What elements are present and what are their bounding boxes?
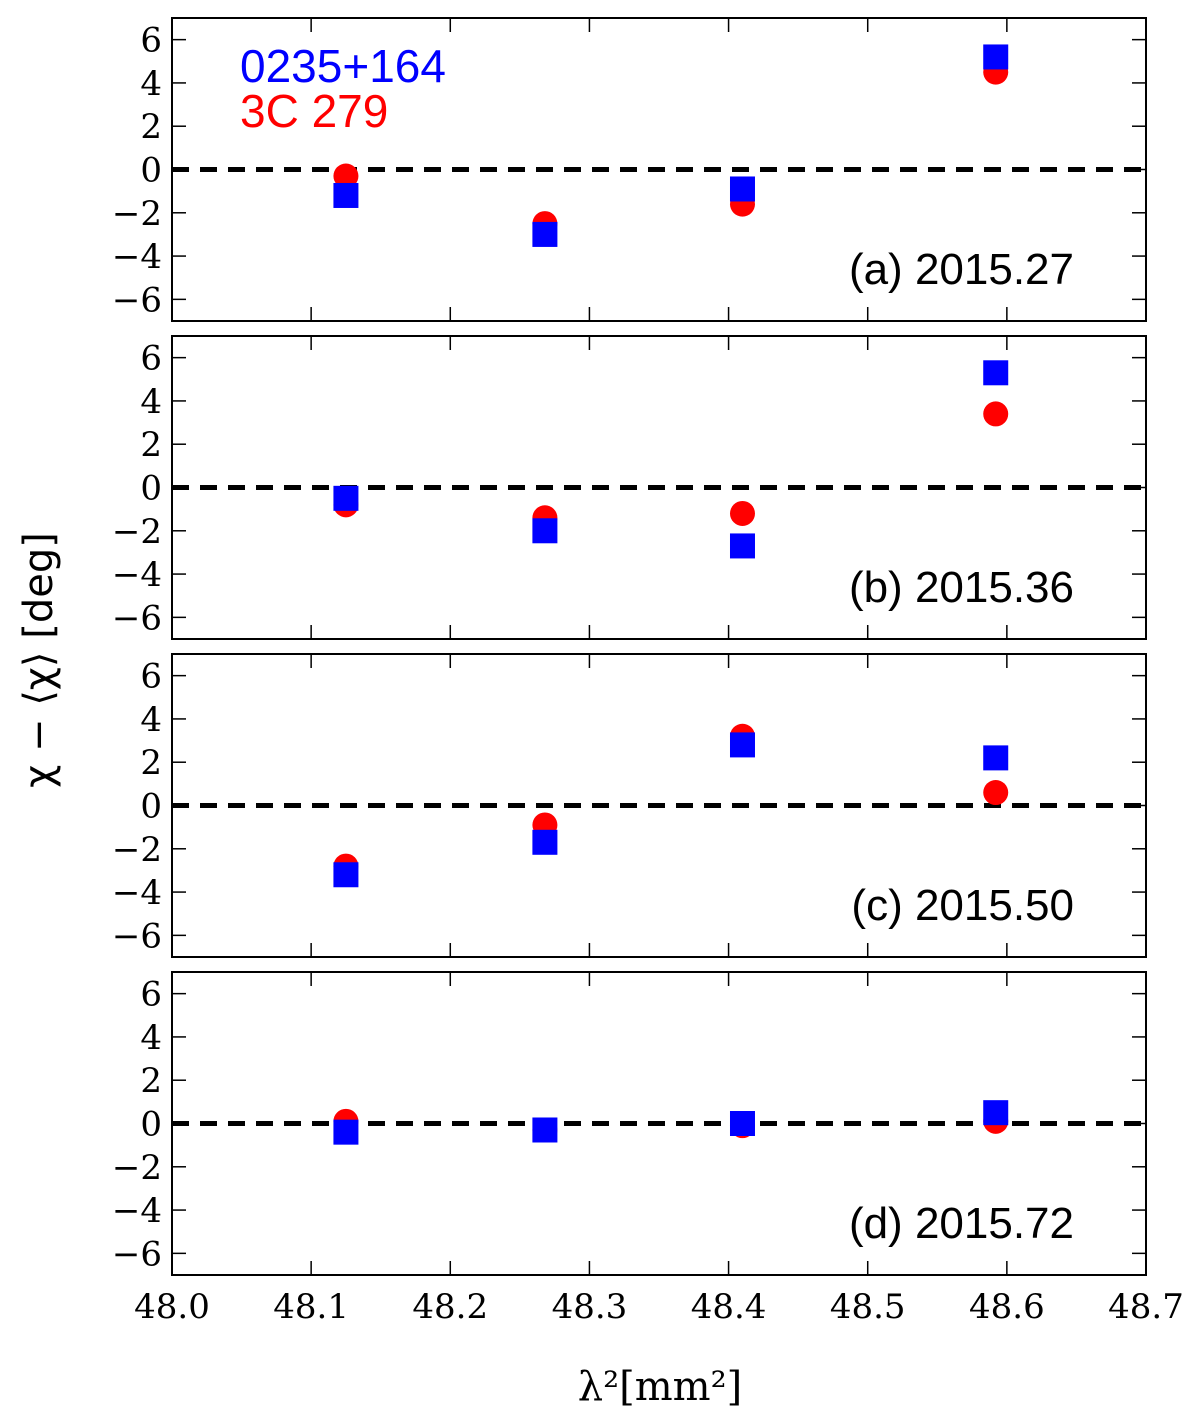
point-0235-164 <box>983 360 1009 386</box>
point-0235-164 <box>333 485 359 511</box>
y-tick-label: 6 <box>140 339 162 379</box>
y-axis-label: χ − ⟨χ⟩ [deg] <box>16 532 62 788</box>
point-0235-164 <box>983 745 1009 771</box>
point-0235-164 <box>333 862 359 888</box>
y-tick-label: 4 <box>140 382 162 422</box>
y-tick-label: 2 <box>140 107 162 147</box>
point-0235-164 <box>729 176 755 202</box>
y-tick-label: 0 <box>140 787 162 827</box>
point-0235-164 <box>333 182 359 208</box>
x-tick-label: 48.0 <box>134 1287 210 1327</box>
legend: 0235+164 3C 279 <box>240 40 446 137</box>
y-tick-label: 2 <box>140 743 162 783</box>
point-0235-164 <box>532 1117 558 1143</box>
y-tick-label: 4 <box>140 700 162 740</box>
y-tick-label: −6 <box>112 280 162 320</box>
y-tick-label: 2 <box>140 425 162 465</box>
y-tick-label: 6 <box>140 21 162 61</box>
y-tick-label: −4 <box>112 555 162 595</box>
point-3c-279 <box>983 401 1009 427</box>
x-tick-label: 48.7 <box>1108 1287 1184 1327</box>
x-tick-label: 48.1 <box>273 1287 349 1327</box>
point-0235-164 <box>729 1111 755 1136</box>
point-3c-279 <box>729 500 755 526</box>
y-tick-label: 4 <box>140 1018 162 1058</box>
legend-entry-3c-279: 3C 279 <box>240 85 388 137</box>
x-tick-label: 48.4 <box>691 1287 767 1327</box>
point-0235-164 <box>333 1119 359 1145</box>
point-3c-279 <box>983 780 1009 806</box>
point-0235-164 <box>729 732 755 758</box>
y-tick-label: −6 <box>112 598 162 638</box>
y-tick-label: −2 <box>112 194 162 234</box>
panel-label: (c) 2015.50 <box>851 881 1074 930</box>
point-0235-164 <box>532 829 558 855</box>
y-tick-label: −6 <box>112 1234 162 1274</box>
y-tick-label: −2 <box>112 1148 162 1188</box>
panel-label: (d) 2015.72 <box>849 1199 1074 1248</box>
point-0235-164 <box>532 518 558 544</box>
y-tick-label: −4 <box>112 873 162 913</box>
x-tick-label: 48.5 <box>830 1287 906 1327</box>
point-0235-164 <box>983 1100 1009 1126</box>
y-tick-label: 0 <box>140 151 162 191</box>
point-3c-279 <box>333 163 359 189</box>
point-0235-164 <box>729 533 755 559</box>
point-0235-164 <box>983 44 1009 70</box>
panel-label: (a) 2015.27 <box>849 245 1074 294</box>
legend-entry-0235-164: 0235+164 <box>240 40 446 92</box>
y-tick-label: −6 <box>112 916 162 956</box>
y-tick-label: 4 <box>140 64 162 104</box>
y-tick-label: −2 <box>112 830 162 870</box>
y-tick-label: 0 <box>140 1105 162 1145</box>
y-tick-label: −2 <box>112 512 162 552</box>
x-tick-labels: 48.0 48.1 48.2 48.3 48.4 48.5 48.6 48.7 <box>134 1287 1184 1327</box>
y-tick-label: 6 <box>140 975 162 1015</box>
x-tick-label: 48.3 <box>552 1287 628 1327</box>
y-tick-label: −4 <box>112 237 162 277</box>
y-tick-label: 0 <box>140 469 162 509</box>
x-tick-label: 48.2 <box>412 1287 488 1327</box>
x-tick-label: 48.6 <box>969 1287 1045 1327</box>
y-tick-label: 2 <box>140 1061 162 1101</box>
panel-label: (b) 2015.36 <box>849 563 1074 612</box>
y-tick-label: −4 <box>112 1191 162 1231</box>
point-0235-164 <box>532 221 558 247</box>
x-axis-label: λ²[mm²] <box>578 1364 743 1410</box>
y-tick-label: 6 <box>140 657 162 697</box>
